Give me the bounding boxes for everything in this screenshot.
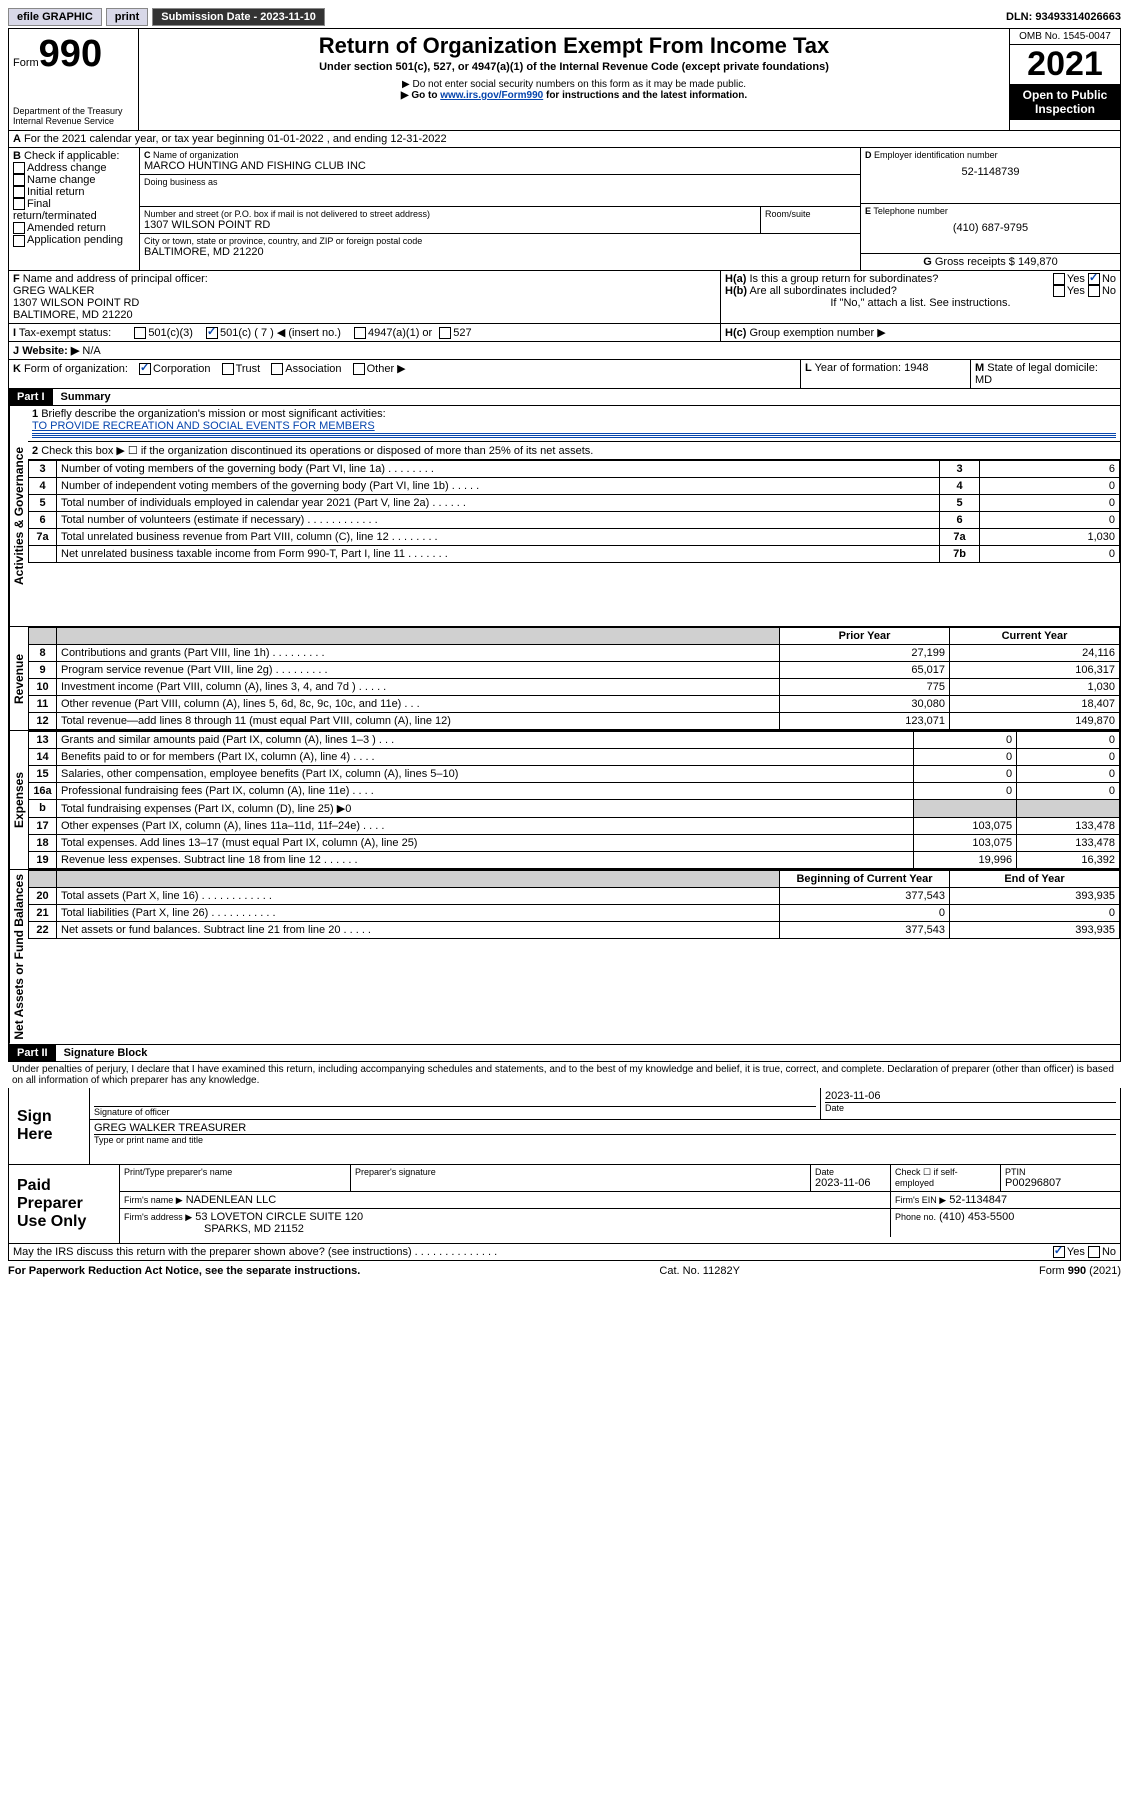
- section-h: H(a) Is this a group return for subordin…: [720, 271, 1120, 323]
- irs-label: Internal Revenue Service: [13, 116, 134, 126]
- amended-checkbox[interactable]: [13, 222, 25, 234]
- phone-value: (410) 687-9795: [865, 222, 1116, 234]
- ha-yes-checkbox[interactable]: [1053, 273, 1065, 285]
- irs-link[interactable]: www.irs.gov/Form990: [440, 90, 543, 101]
- tax-year: 2021: [1010, 45, 1120, 84]
- initial-return-checkbox[interactable]: [13, 186, 25, 198]
- pra-notice: For Paperwork Reduction Act Notice, see …: [8, 1265, 360, 1277]
- ein-value: 52-1148739: [865, 166, 1116, 178]
- firm-phone: (410) 453-5500: [939, 1211, 1014, 1223]
- part1-title: Summary: [53, 389, 119, 405]
- dln-label: DLN: 93493314026663: [1006, 11, 1121, 23]
- cat-no: Cat. No. 11282Y: [659, 1265, 740, 1277]
- treasury-label: Department of the Treasury: [13, 106, 134, 116]
- org-city: BALTIMORE, MD 21220: [144, 246, 856, 258]
- section-i: I Tax-exempt status: 501(c)(3) 501(c) ( …: [9, 324, 720, 341]
- efile-button[interactable]: efile GRAPHIC: [8, 8, 102, 26]
- sig-date: 2023-11-06: [825, 1090, 1116, 1102]
- net-assets-table: Beginning of Current YearEnd of Year20To…: [28, 870, 1120, 939]
- sign-here-label: Sign Here: [9, 1088, 89, 1164]
- section-f: F Name and address of principal officer:…: [9, 271, 720, 323]
- form-header: Form990 Department of the Treasury Inter…: [8, 28, 1121, 131]
- firm-name: NADENLEAN LLC: [186, 1194, 276, 1206]
- 501c-checkbox[interactable]: [206, 327, 218, 339]
- revenue-table: Prior YearCurrent Year8Contributions and…: [28, 627, 1120, 730]
- form-footer: Form 990 (2021): [1039, 1265, 1121, 1277]
- corp-checkbox[interactable]: [139, 363, 151, 375]
- open-inspection-label: Open to Public Inspection: [1010, 84, 1120, 120]
- rev-section-label: Revenue: [9, 627, 28, 730]
- gov-section-label: Activities & Governance: [9, 406, 28, 626]
- gross-receipts: 149,870: [1018, 256, 1058, 268]
- 4947-checkbox[interactable]: [354, 327, 366, 339]
- governance-table: 3Number of voting members of the governi…: [28, 460, 1120, 563]
- perjury-declaration: Under penalties of perjury, I declare th…: [8, 1062, 1121, 1088]
- submission-date-button[interactable]: Submission Date - 2023-11-10: [152, 8, 325, 26]
- officer-name: GREG WALKER TREASURER: [94, 1122, 1116, 1134]
- omb-label: OMB No. 1545-0047: [1010, 29, 1120, 45]
- assoc-checkbox[interactable]: [271, 363, 283, 375]
- print-button[interactable]: print: [106, 8, 148, 26]
- exp-section-label: Expenses: [9, 731, 28, 869]
- name-change-checkbox[interactable]: [13, 174, 25, 186]
- section-k: K Form of organization: Corporation Trus…: [9, 360, 800, 388]
- section-c: C Name of organization MARCO HUNTING AND…: [139, 148, 860, 270]
- expenses-table: 13Grants and similar amounts paid (Part …: [28, 731, 1120, 869]
- discuss-yes-checkbox[interactable]: [1053, 1246, 1065, 1258]
- hb-yes-checkbox[interactable]: [1053, 285, 1065, 297]
- org-street: 1307 WILSON POINT RD: [144, 219, 756, 231]
- section-l: L Year of formation: 1948: [800, 360, 970, 388]
- instruction-2: ▶ Go to www.irs.gov/Form990 for instruct…: [143, 90, 1005, 101]
- final-return-checkbox[interactable]: [13, 198, 25, 210]
- part1-header: Part I: [9, 389, 53, 405]
- top-toolbar: efile GRAPHIC print Submission Date - 20…: [8, 8, 1121, 26]
- addr-change-checkbox[interactable]: [13, 162, 25, 174]
- part2-header: Part II: [9, 1045, 56, 1061]
- section-b: B Check if applicable: Address change Na…: [9, 148, 139, 270]
- paid-preparer-label: Paid Preparer Use Only: [9, 1165, 119, 1243]
- 527-checkbox[interactable]: [439, 327, 451, 339]
- discuss-no-checkbox[interactable]: [1088, 1246, 1100, 1258]
- other-checkbox[interactable]: [353, 363, 365, 375]
- 501c3-checkbox[interactable]: [134, 327, 146, 339]
- section-hc: H(c) Group exemption number ▶: [720, 324, 1120, 341]
- net-section-label: Net Assets or Fund Balances: [9, 870, 28, 1044]
- app-pending-checkbox[interactable]: [13, 235, 25, 247]
- section-m: M State of legal domicile: MD: [970, 360, 1120, 388]
- form-subtitle: Under section 501(c), 527, or 4947(a)(1)…: [143, 61, 1005, 73]
- mission-text: TO PROVIDE RECREATION AND SOCIAL EVENTS …: [32, 420, 1116, 432]
- part2-title: Signature Block: [56, 1045, 156, 1061]
- form-number: Form990: [13, 33, 134, 76]
- hb-no-checkbox[interactable]: [1088, 285, 1100, 297]
- ha-no-checkbox[interactable]: [1088, 273, 1100, 285]
- line-a: A For the 2021 calendar year, or tax yea…: [8, 131, 1121, 148]
- instruction-1: ▶ Do not enter social security numbers o…: [143, 79, 1005, 90]
- org-name: MARCO HUNTING AND FISHING CLUB INC: [144, 160, 856, 172]
- section-deg: D Employer identification number 52-1148…: [860, 148, 1120, 270]
- form-title: Return of Organization Exempt From Incom…: [143, 33, 1005, 59]
- discuss-question: May the IRS discuss this return with the…: [13, 1246, 1053, 1258]
- ptin-value: P00296807: [1005, 1177, 1116, 1189]
- firm-ein: 52-1134847: [949, 1194, 1007, 1206]
- section-j: J Website: ▶ N/A: [8, 342, 1121, 360]
- trust-checkbox[interactable]: [222, 363, 234, 375]
